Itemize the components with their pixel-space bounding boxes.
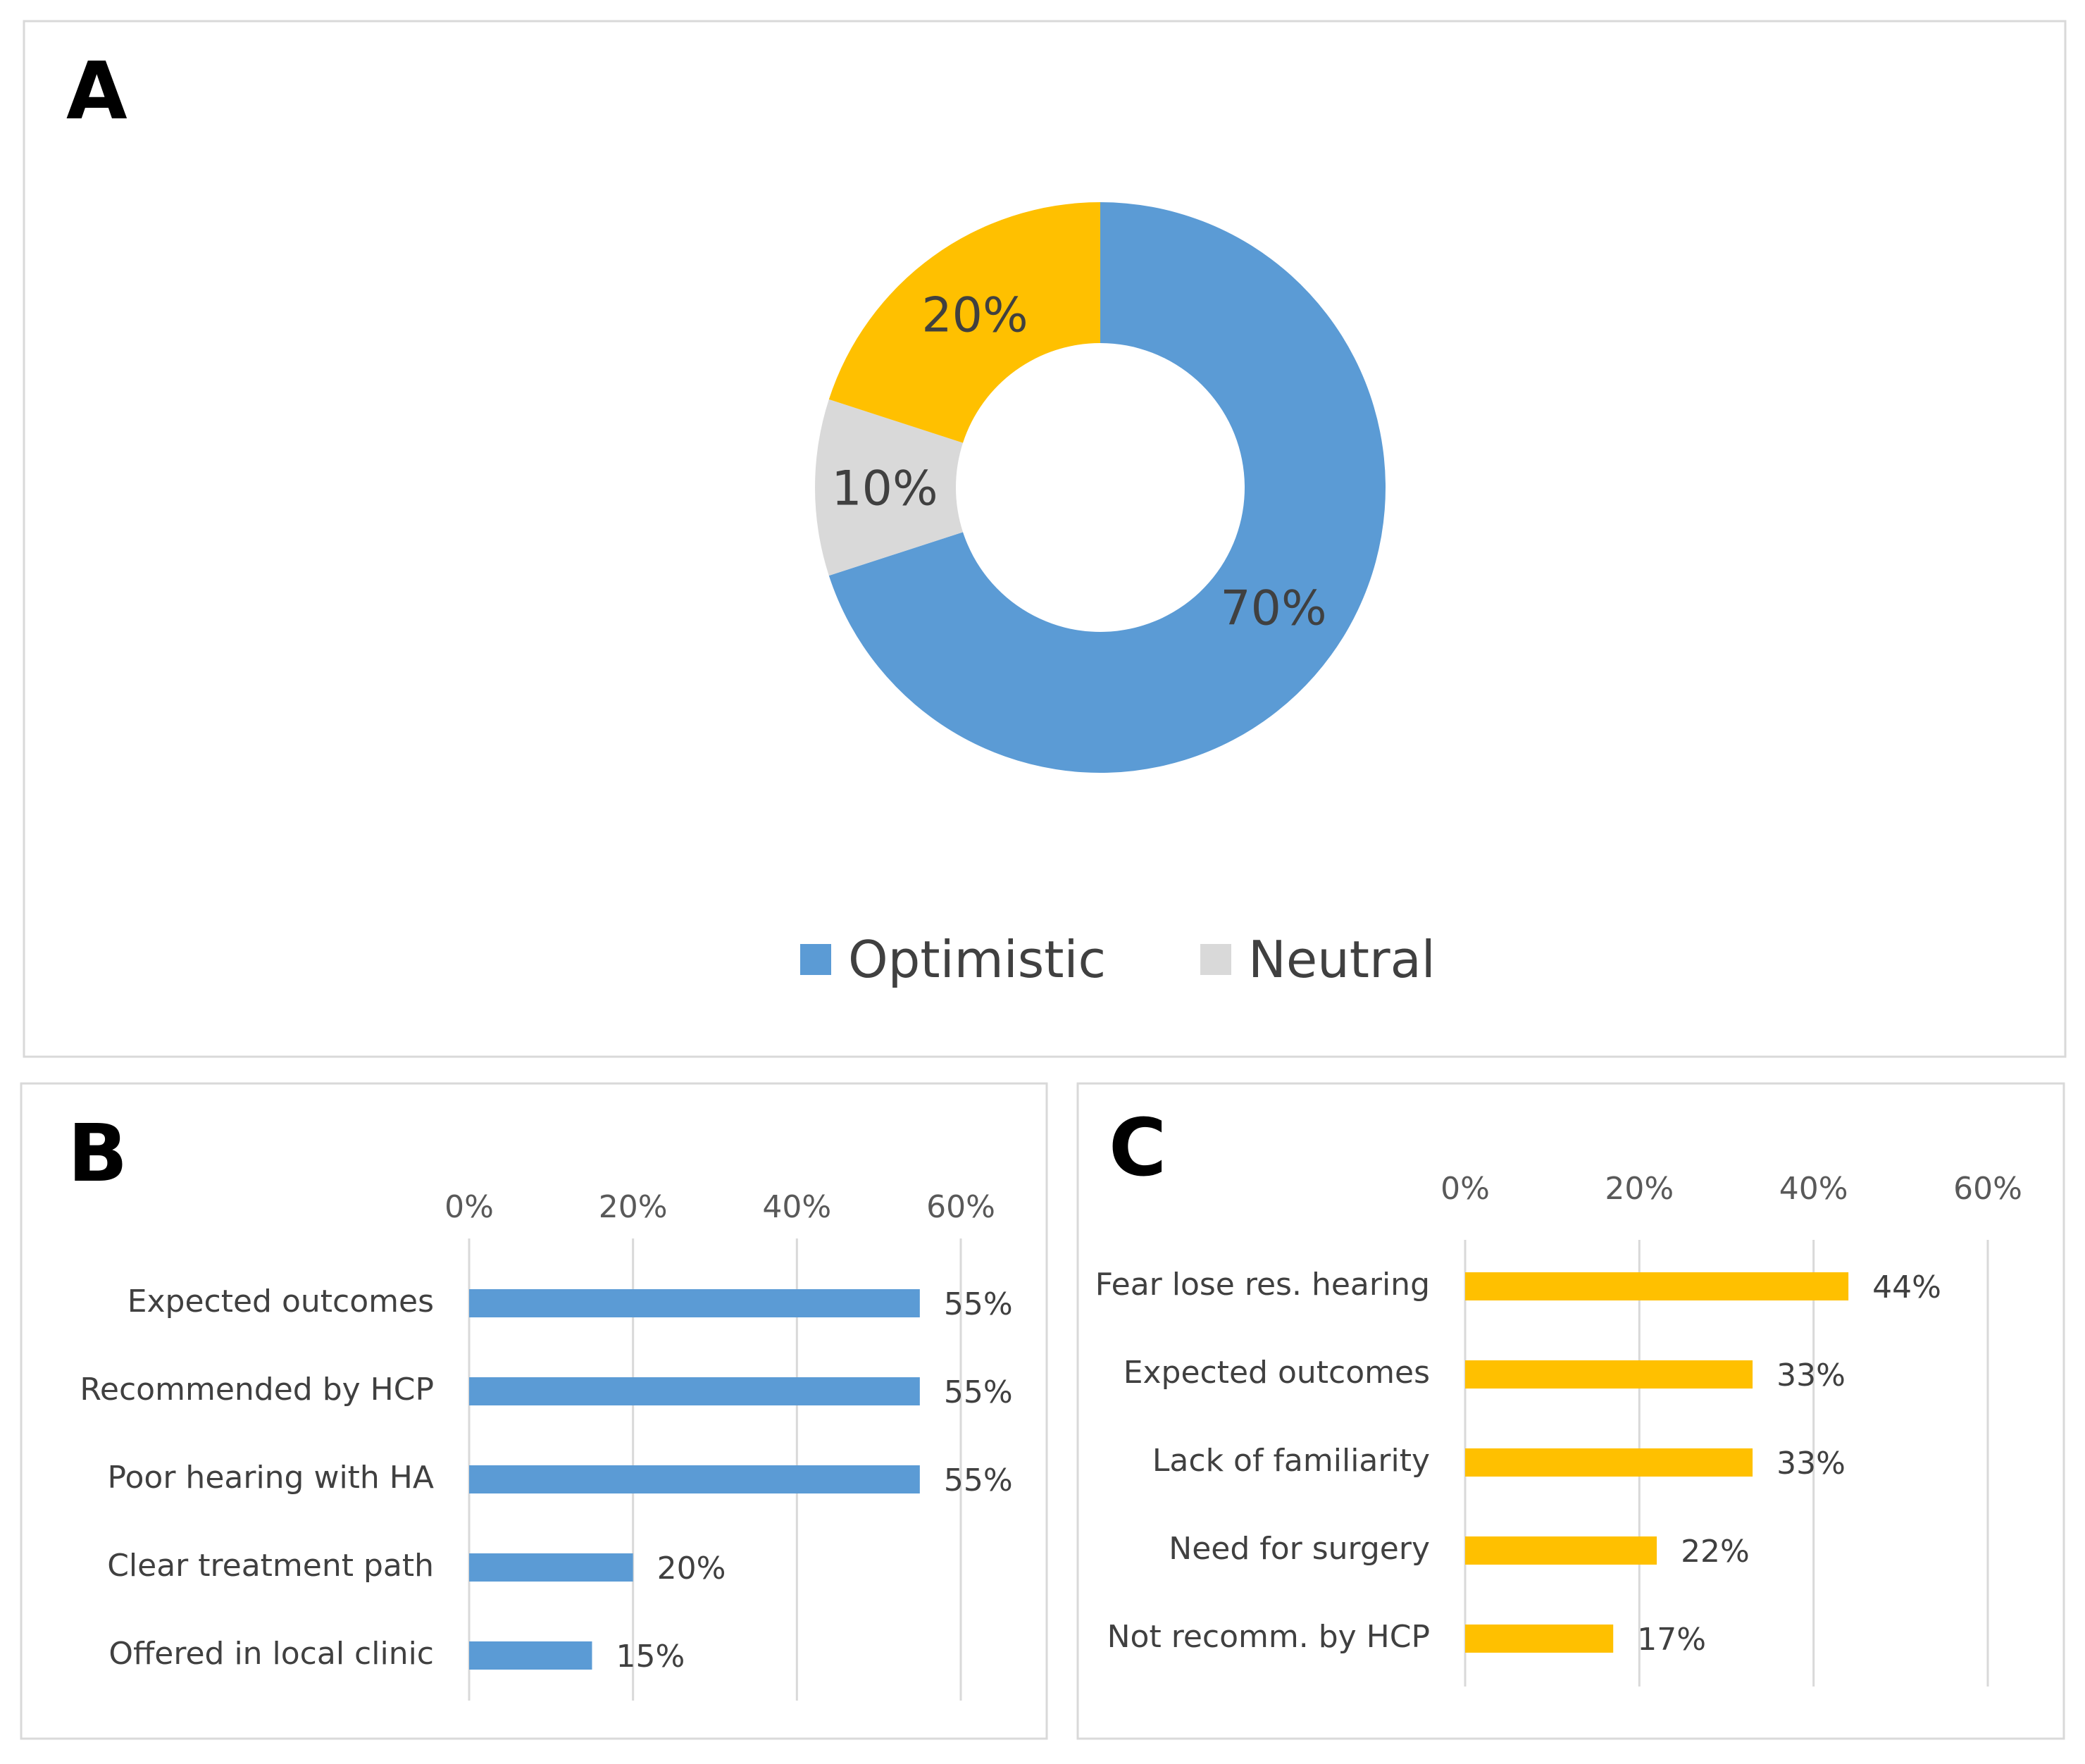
x-tick-label: 0%	[1440, 1171, 1490, 1207]
category-label: Expected outcomes	[127, 1284, 434, 1319]
x-tick-label: 40%	[762, 1189, 831, 1225]
donut-slice-0	[828, 202, 1386, 773]
bar	[1465, 1272, 1849, 1300]
donut-slice-2	[828, 202, 1100, 443]
legend-swatch-neutral	[1200, 944, 1231, 975]
panel-b-letter: B	[68, 1108, 127, 1200]
category-label: Recommended by HCP	[80, 1372, 434, 1408]
panel-b-frame	[20, 1082, 1048, 1740]
x-tick-label: 20%	[599, 1189, 668, 1225]
donut-chart: 70% 10% 20%	[815, 202, 1386, 773]
donut-label-2: 20%	[921, 288, 1028, 344]
panel-a-frame	[23, 20, 2067, 1058]
value-label: 22%	[1681, 1534, 1750, 1570]
x-tick-label: 60%	[1953, 1171, 2022, 1207]
value-label: 15%	[616, 1639, 685, 1675]
bar	[469, 1289, 920, 1317]
panel-c: C 0% 20% 40% 60% Fear lose res. hearing 44% Ex…	[1076, 1082, 2065, 1740]
bar	[469, 1377, 920, 1405]
bar	[469, 1641, 592, 1670]
legend-label-optimistic: Optimistic	[848, 930, 1106, 989]
panel-a: A 70% 10% 20% Optimistic Neutral	[23, 20, 2067, 1058]
panel-c-letter: C	[1109, 1102, 1166, 1194]
bar	[469, 1465, 920, 1493]
category-label: Expected outcomes	[1124, 1355, 1430, 1391]
category-label: Offered in local clinic	[108, 1636, 434, 1672]
bar-chart-c: 0% 20% 40% 60% Fear lose res. hearing 44% Expe…	[1095, 1171, 2022, 1687]
bar	[1465, 1448, 1753, 1477]
donut-label-0: 70%	[1220, 581, 1326, 637]
donut-slice-1	[815, 399, 964, 576]
panel-b: B 0% 20% 40% 60% Expected outcomes 55% Recomme…	[20, 1082, 1048, 1740]
value-label: 55%	[944, 1462, 1013, 1498]
x-tick-label: 0%	[444, 1189, 494, 1225]
value-label: 17%	[1637, 1622, 1706, 1658]
donut-legend: Optimistic Neutral	[800, 930, 1436, 989]
value-label: 33%	[1776, 1358, 1846, 1393]
x-tick-label: 20%	[1605, 1171, 1674, 1207]
bar	[469, 1553, 633, 1582]
value-label: 33%	[1776, 1446, 1846, 1482]
value-label: 44%	[1872, 1269, 1941, 1305]
category-label: Not recomm. by HCP	[1107, 1619, 1430, 1655]
bar-chart-b: 0% 20% 40% 60% Expected outcomes 55% Recommend…	[80, 1189, 1013, 1701]
panel-a-letter: A	[66, 46, 127, 137]
category-label: Need for surgery	[1169, 1531, 1430, 1567]
legend-swatch-optimistic	[800, 944, 831, 975]
legend-label-neutral: Neutral	[1248, 930, 1436, 989]
bar	[1465, 1360, 1753, 1389]
bar	[1465, 1536, 1657, 1565]
category-label: Clear treatment path	[107, 1548, 434, 1584]
x-tick-label: 40%	[1779, 1171, 1848, 1207]
value-label: 20%	[657, 1551, 726, 1586]
x-tick-label: 60%	[926, 1189, 995, 1225]
donut-label-1: 10%	[831, 461, 938, 517]
category-label: Poor hearing with HA	[108, 1460, 434, 1496]
bar	[1465, 1625, 1614, 1653]
value-label: 55%	[944, 1374, 1013, 1410]
category-label: Lack of familiarity	[1152, 1443, 1430, 1479]
category-label: Fear lose res. hearing	[1095, 1267, 1430, 1303]
value-label: 55%	[944, 1286, 1013, 1322]
